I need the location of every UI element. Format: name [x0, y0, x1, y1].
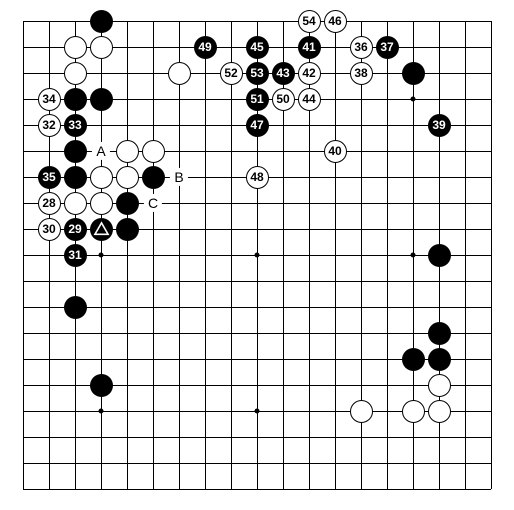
stone-number-label: 33 — [64, 114, 87, 137]
white-stone — [64, 36, 87, 59]
stone-number-label: 52 — [221, 63, 242, 84]
black-stone: 29 — [64, 218, 87, 241]
white-stone: 52 — [220, 62, 243, 85]
stone-number-label: 48 — [247, 167, 268, 188]
white-stone — [428, 374, 451, 397]
star-point — [99, 253, 104, 258]
black-stone: 53 — [246, 62, 269, 85]
black-stone — [90, 374, 113, 397]
stone-number-label: 38 — [351, 63, 372, 84]
white-stone — [116, 140, 139, 163]
black-stone: 37 — [376, 36, 399, 59]
stone-number-label: 46 — [325, 11, 346, 32]
white-stone: 28 — [38, 192, 61, 215]
stone-number-label: 36 — [351, 37, 372, 58]
black-stone — [116, 218, 139, 241]
stone-number-label: 32 — [39, 115, 60, 136]
white-stone: 36 — [350, 36, 373, 59]
stone-number-label: 49 — [194, 36, 217, 59]
board-letter-label: C — [144, 194, 162, 212]
white-stone: 44 — [298, 88, 321, 111]
black-stone: 39 — [428, 114, 451, 137]
white-stone: 48 — [246, 166, 269, 189]
stone-number-label: 53 — [246, 62, 269, 85]
black-stone: 31 — [64, 244, 87, 267]
white-stone: 46 — [324, 10, 347, 33]
white-stone: 34 — [38, 88, 61, 111]
triangle-marker-icon — [90, 218, 113, 241]
black-stone — [90, 88, 113, 111]
stone-number-label: 40 — [325, 141, 346, 162]
white-stone — [90, 192, 113, 215]
stone-number-label: 29 — [64, 218, 87, 241]
stone-number-label: 42 — [299, 63, 320, 84]
black-stone — [64, 296, 87, 319]
black-stone — [428, 244, 451, 267]
stone-number-label: 34 — [39, 89, 60, 110]
white-stone — [350, 400, 373, 423]
stone-number-label: 44 — [299, 89, 320, 110]
white-stone — [90, 166, 113, 189]
white-stone — [90, 36, 113, 59]
black-stone: 47 — [246, 114, 269, 137]
black-stone — [64, 140, 87, 163]
black-stone — [90, 10, 113, 33]
black-stone — [64, 88, 87, 111]
stone-number-label: 45 — [246, 36, 269, 59]
white-stone: 42 — [298, 62, 321, 85]
black-stone — [428, 322, 451, 345]
black-stone: 43 — [272, 62, 295, 85]
white-stone — [142, 140, 165, 163]
white-stone: 38 — [350, 62, 373, 85]
star-point — [411, 253, 416, 258]
board-letter-label: B — [170, 168, 188, 186]
stone-number-label: 50 — [273, 89, 294, 110]
star-point — [99, 409, 104, 414]
stone-number-label: 31 — [64, 244, 87, 267]
stone-number-label: 54 — [299, 11, 320, 32]
star-point — [255, 409, 260, 414]
black-stone — [402, 348, 425, 371]
white-stone — [116, 166, 139, 189]
stone-number-label: 28 — [39, 193, 60, 214]
stone-number-label: 35 — [38, 166, 61, 189]
stone-number-label: 43 — [272, 62, 295, 85]
black-stone — [90, 218, 113, 241]
go-board: 5446 49 45 41 3637 52534342 38 34 515044 3233 47 39… — [13, 11, 501, 499]
black-stone: 45 — [246, 36, 269, 59]
stone-number-label: 30 — [39, 219, 60, 240]
black-stone: 33 — [64, 114, 87, 137]
black-stone — [402, 62, 425, 85]
white-stone: 30 — [38, 218, 61, 241]
white-stone — [168, 62, 191, 85]
black-stone: 35 — [38, 166, 61, 189]
white-stone — [64, 62, 87, 85]
white-stone — [64, 192, 87, 215]
stone-number-label: 47 — [246, 114, 269, 137]
white-stone: 54 — [298, 10, 321, 33]
black-stone: 51 — [246, 88, 269, 111]
white-stone: 32 — [38, 114, 61, 137]
white-stone: 50 — [272, 88, 295, 111]
black-stone — [64, 166, 87, 189]
white-stone: 40 — [324, 140, 347, 163]
stone-number-label: 51 — [246, 88, 269, 111]
stone-number-label: 39 — [428, 114, 451, 137]
star-point — [255, 253, 260, 258]
star-point — [411, 97, 416, 102]
white-stone — [402, 400, 425, 423]
black-stone: 41 — [298, 36, 321, 59]
stone-number-label: 37 — [376, 36, 399, 59]
black-stone — [142, 166, 165, 189]
black-stone: 49 — [194, 36, 217, 59]
board-letter-label: A — [92, 142, 110, 160]
black-stone — [428, 348, 451, 371]
stone-number-label: 41 — [298, 36, 321, 59]
white-stone — [428, 400, 451, 423]
black-stone — [116, 192, 139, 215]
